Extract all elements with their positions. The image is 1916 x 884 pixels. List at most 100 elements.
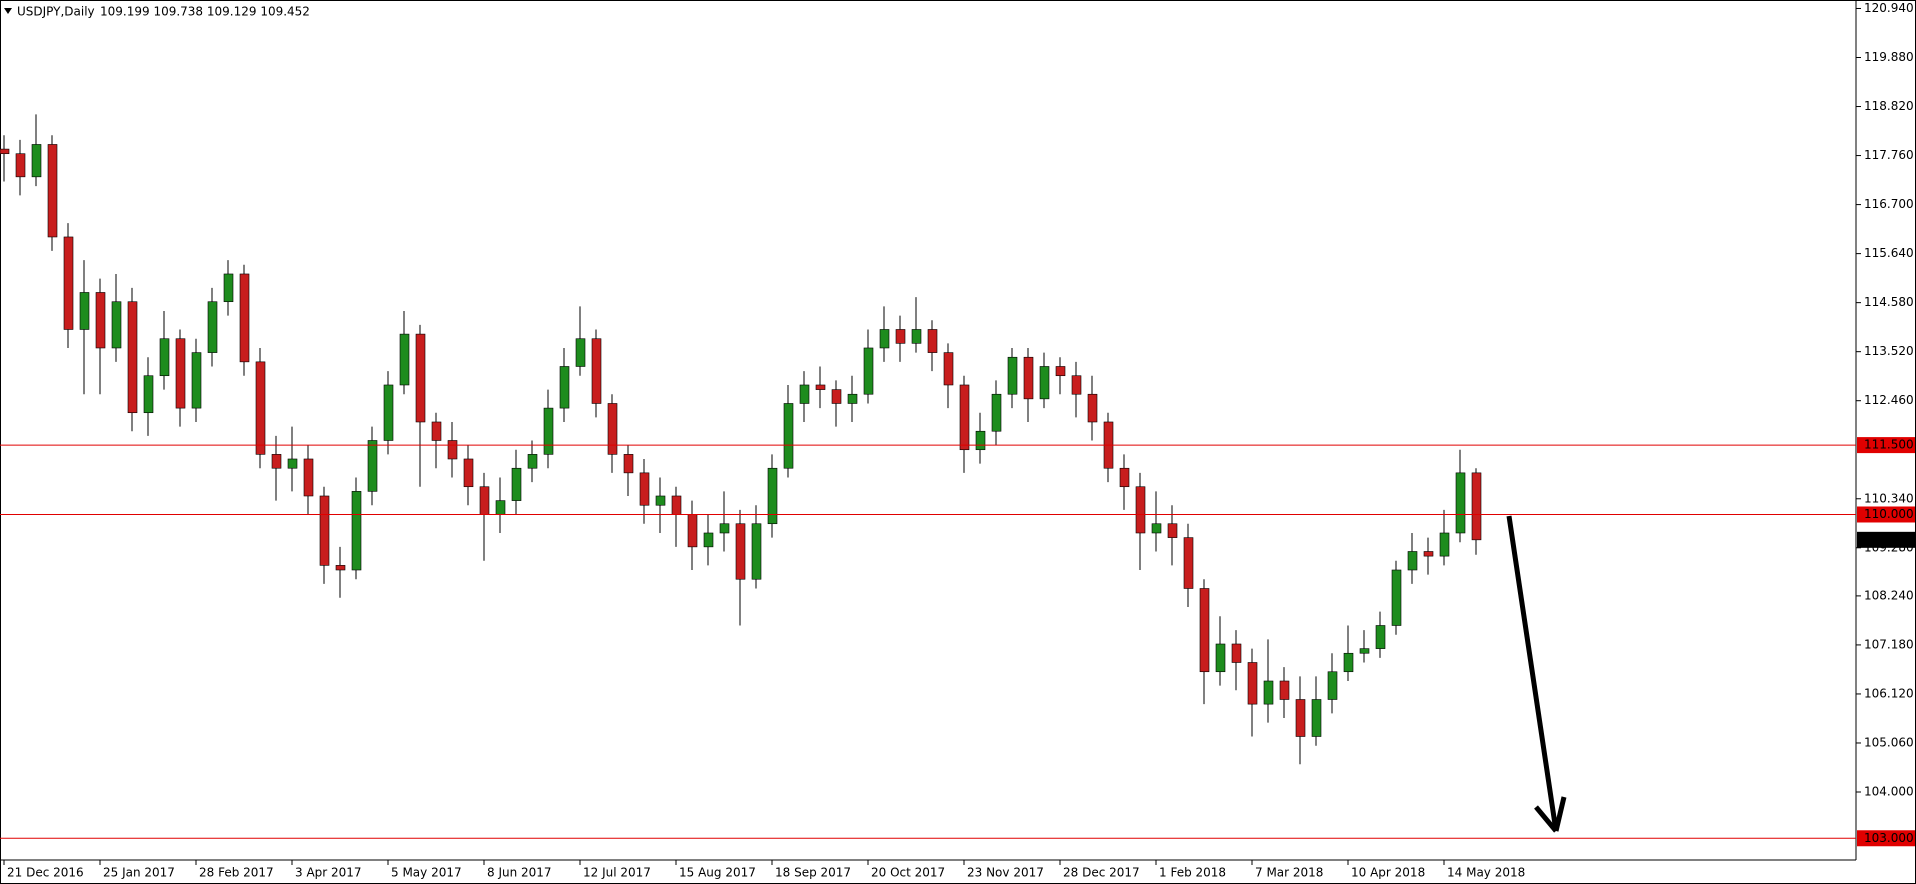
level-label-box [1857,437,1915,454]
y-tick-label: 110.340 [1864,491,1914,505]
candle-body [783,403,794,469]
x-tick-label: 23 Nov 2017 [967,866,1044,880]
candle-body [207,301,218,353]
x-tick-label: 21 Dec 2016 [7,866,84,880]
candle-body [15,153,26,178]
candle-body [271,454,282,469]
y-tick-label: 118.820 [1864,99,1914,113]
y-tick-label: 107.180 [1864,637,1914,651]
candle-body [1023,356,1034,400]
candle-body [175,338,186,409]
x-tick-label: 15 Aug 2017 [679,866,756,880]
candle-body [575,338,586,367]
candle-body [1295,699,1306,737]
candle-body [1231,643,1242,663]
candle-body [767,467,778,525]
ohlc-label: 109.199 109.738 109.129 109.452 [100,5,310,19]
candle-body [1423,551,1434,557]
candle-body [1263,680,1274,705]
candle-body [671,495,682,515]
candle-body [1343,652,1354,673]
candle-body [607,403,618,455]
candle-body [815,384,826,390]
arrow-head [1534,805,1558,833]
x-tick-label: 12 Jul 2017 [583,866,651,880]
candle-body [959,384,970,451]
candle-body [863,347,874,395]
x-tick-label: 1 Feb 2018 [1159,866,1226,880]
y-tick-label: 106.120 [1864,686,1914,700]
candle-body [447,440,458,460]
candle-body [911,329,922,344]
candle-body [703,532,714,548]
candle-body [431,421,442,441]
candle-body [799,384,810,404]
candle-body [1071,375,1082,395]
y-tick-label: 108.240 [1864,588,1914,602]
candle-body [1247,662,1258,705]
level-label: 111.500 [1864,438,1914,452]
y-tick-label: 112.460 [1864,393,1914,407]
candle-body [1183,537,1194,589]
candle-body [399,333,410,386]
candle-body [351,491,362,571]
x-tick-label: 10 Apr 2018 [1351,866,1425,880]
candle-body [159,338,170,377]
candle-body [367,440,378,492]
candle-body [1471,472,1482,541]
candle-body [383,384,394,441]
level-label-box [1857,830,1915,847]
candle-body [1055,366,1066,377]
x-tick-label: 28 Feb 2017 [199,866,274,880]
candle-body [1439,532,1450,557]
candle-body [735,523,746,580]
candle-body [31,144,42,178]
x-tick-label: 7 Mar 2018 [1255,866,1323,880]
candle-body [319,495,330,566]
candle-body [127,301,138,414]
candle-body [879,329,890,349]
candle-body [1359,648,1370,654]
candle-body [303,458,314,497]
x-tick-label: 25 Jan 2017 [103,866,175,880]
menu-triangle[interactable] [4,8,12,14]
x-tick-label: 18 Sep 2017 [775,866,851,880]
candle-body [559,366,570,409]
candle-body [495,500,506,515]
candle-body [719,523,730,534]
candle-body [991,393,1002,432]
symbol-label: USDJPY,Daily [17,5,95,19]
candle-body [1039,366,1050,400]
level-label-box [1857,506,1915,523]
candle-body [223,273,234,303]
y-tick-label: 116.700 [1864,197,1914,211]
x-tick-label: 20 Oct 2017 [871,866,945,880]
level-label: 103.000 [1864,831,1914,845]
candle-body [239,273,250,363]
x-tick-label: 14 May 2018 [1447,866,1525,880]
candle-body [191,352,202,409]
candle-body [1311,699,1322,737]
candle-body [831,389,842,404]
candle-body [1007,356,1018,395]
candle-body [1087,393,1098,423]
y-tick-label: 117.760 [1864,148,1914,162]
candle-body [79,292,90,330]
candle-body [143,375,154,414]
candle-body [1455,472,1466,534]
candle-body [63,236,74,330]
last-price-box [1857,531,1915,548]
y-tick-label: 104.000 [1864,785,1914,799]
candle-body [943,352,954,386]
candle-body [95,292,106,349]
candle-body [1375,625,1386,649]
candle-body [639,472,650,506]
candle-body [591,338,602,404]
y-tick-label: 105.060 [1864,735,1914,749]
x-tick-label: 3 Apr 2017 [295,866,362,880]
arrow-shaft [1506,515,1559,832]
candle-body [1327,671,1338,700]
candle-body [895,329,906,344]
